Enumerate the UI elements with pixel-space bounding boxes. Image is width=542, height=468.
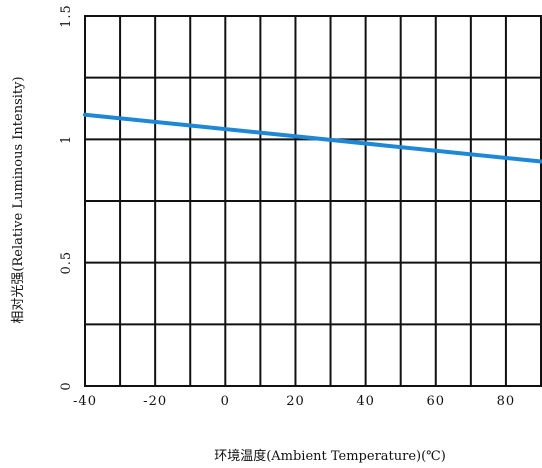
x-tick-label: 40	[356, 394, 375, 409]
y-tick-label: 0	[59, 381, 74, 390]
x-axis-title: 环境温度(Ambient Temperature)(℃)	[214, 448, 446, 464]
x-tick-label: 0	[221, 394, 230, 409]
x-tick-labels: -40 -20 0 20 40 60 80	[73, 394, 516, 409]
y-tick-label: 0.5	[59, 251, 74, 275]
series-lines	[83, 112, 542, 164]
y-tick-labels: 0 0.5 1 1.5	[59, 4, 74, 390]
x-tick-label: 20	[286, 394, 305, 409]
x-tick-label: -40	[73, 394, 97, 409]
x-tick-label: 60	[426, 394, 445, 409]
grid	[84, 15, 542, 387]
y-axis-title: 相对光强(Relative Luminous Intensity)	[11, 76, 26, 323]
plot-frame	[84, 15, 542, 387]
series-line	[83, 112, 542, 164]
x-tick-label: -20	[143, 394, 167, 409]
y-tick-label: 1.5	[59, 4, 74, 28]
x-tick-label: 80	[497, 394, 516, 409]
y-tick-label: 1	[59, 135, 74, 144]
